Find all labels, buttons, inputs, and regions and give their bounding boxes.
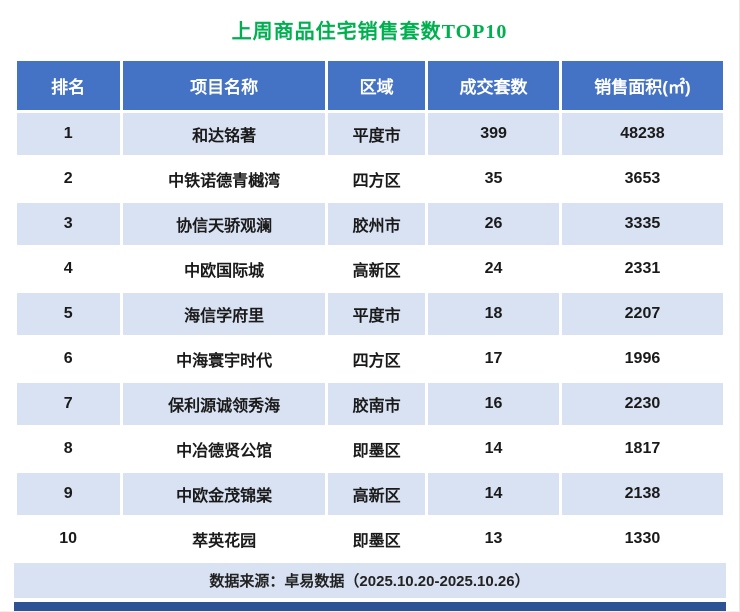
header-region: 区域 — [325, 58, 428, 113]
region-cell: 胶州市 — [325, 200, 428, 248]
header-sales-area: 销售面积(㎡) — [559, 58, 726, 113]
sales-area-cell: 2230 — [559, 380, 726, 428]
project-name-cell: 中海寰宇时代 — [119, 335, 329, 383]
region-cell: 平度市 — [325, 290, 428, 338]
units-sold-cell: 35 — [424, 155, 563, 203]
sales-area-cell: 3653 — [559, 155, 726, 203]
page-title: 上周商品住宅销售套数TOP10 — [231, 20, 508, 43]
project-name-cell: 中冶德贤公馆 — [119, 425, 329, 473]
table-header-row: 排名 项目名称 区域 成交套数 销售面积(㎡) — [13, 58, 726, 113]
region-cell: 高新区 — [325, 470, 428, 518]
table-row: 2 中铁诺德青樾湾 四方区 35 3653 — [13, 155, 726, 203]
sales-area-cell: 1996 — [559, 335, 726, 383]
project-name-cell: 萃英花园 — [119, 515, 329, 563]
table-row: 3 协信天骄观澜 胶州市 26 3335 — [13, 200, 726, 248]
units-sold-cell: 14 — [424, 425, 563, 473]
units-sold-cell: 399 — [424, 110, 563, 158]
header-rank: 排名 — [13, 58, 123, 113]
table-row: 4 中欧国际城 高新区 24 2331 — [13, 245, 726, 293]
table-row: 9 中欧金茂锦棠 高新区 14 2138 — [13, 470, 726, 518]
units-sold-cell: 24 — [424, 245, 563, 293]
sales-area-cell: 2331 — [559, 245, 726, 293]
region-cell: 平度市 — [325, 110, 428, 158]
rank-cell: 3 — [13, 200, 123, 248]
units-sold-cell: 16 — [424, 380, 563, 428]
region-cell: 四方区 — [325, 335, 428, 383]
sales-area-cell: 1817 — [559, 425, 726, 473]
header-project-name: 项目名称 — [119, 58, 329, 113]
project-name-cell: 和达铭著 — [119, 110, 329, 158]
project-name-cell: 协信天骄观澜 — [119, 200, 329, 248]
table-row: 8 中冶德贤公馆 即墨区 14 1817 — [13, 425, 726, 473]
header-units-sold: 成交套数 — [424, 58, 563, 113]
table-row: 6 中海寰宇时代 四方区 17 1996 — [13, 335, 726, 383]
units-sold-cell: 14 — [424, 470, 563, 518]
region-cell: 即墨区 — [325, 425, 428, 473]
rank-cell: 7 — [13, 380, 123, 428]
sales-area-cell: 48238 — [559, 110, 726, 158]
rank-cell: 2 — [13, 155, 123, 203]
project-name-cell: 中铁诺德青樾湾 — [119, 155, 329, 203]
sales-area-cell: 3335 — [559, 200, 726, 248]
project-name-cell: 中欧国际城 — [119, 245, 329, 293]
sales-area-cell: 2207 — [559, 290, 726, 338]
table-row: 7 保利源诚领秀海 胶南市 16 2230 — [13, 380, 726, 428]
rank-cell: 8 — [13, 425, 123, 473]
project-name-cell: 海信学府里 — [119, 290, 329, 338]
rank-cell: 5 — [13, 290, 123, 338]
rank-cell: 10 — [13, 515, 123, 563]
rank-cell: 1 — [13, 110, 123, 158]
sales-area-cell: 2138 — [559, 470, 726, 518]
table-row: 10 萃英花园 即墨区 13 1330 — [13, 515, 726, 563]
bottom-accent-bar — [13, 602, 726, 611]
rank-cell: 4 — [13, 245, 123, 293]
project-name-cell: 中欧金茂锦棠 — [119, 470, 329, 518]
units-sold-cell: 17 — [424, 335, 563, 383]
table-body: 1 和达铭著 平度市 399 48238 2 中铁诺德青樾湾 四方区 35 3653 3 协信天骄观澜… — [13, 110, 726, 563]
units-sold-cell: 13 — [424, 515, 563, 563]
sales-area-cell: 1330 — [559, 515, 726, 563]
data-source-note: 数据来源：卓易数据（2025.10.20-2025.10.26） — [13, 563, 726, 598]
region-cell: 四方区 — [325, 155, 428, 203]
units-sold-cell: 26 — [424, 200, 563, 248]
rank-cell: 9 — [13, 470, 123, 518]
rank-cell: 6 — [13, 335, 123, 383]
table-row: 1 和达铭著 平度市 399 48238 — [13, 110, 726, 158]
table-row: 5 海信学府里 平度市 18 2207 — [13, 290, 726, 338]
region-cell: 高新区 — [325, 245, 428, 293]
sales-table: 排名 项目名称 区域 成交套数 销售面积(㎡) 1 和达铭著 平度市 399 48238… — [13, 58, 726, 563]
project-name-cell: 保利源诚领秀海 — [119, 380, 329, 428]
units-sold-cell: 18 — [424, 290, 563, 338]
region-cell: 即墨区 — [325, 515, 428, 563]
region-cell: 胶南市 — [325, 380, 428, 428]
